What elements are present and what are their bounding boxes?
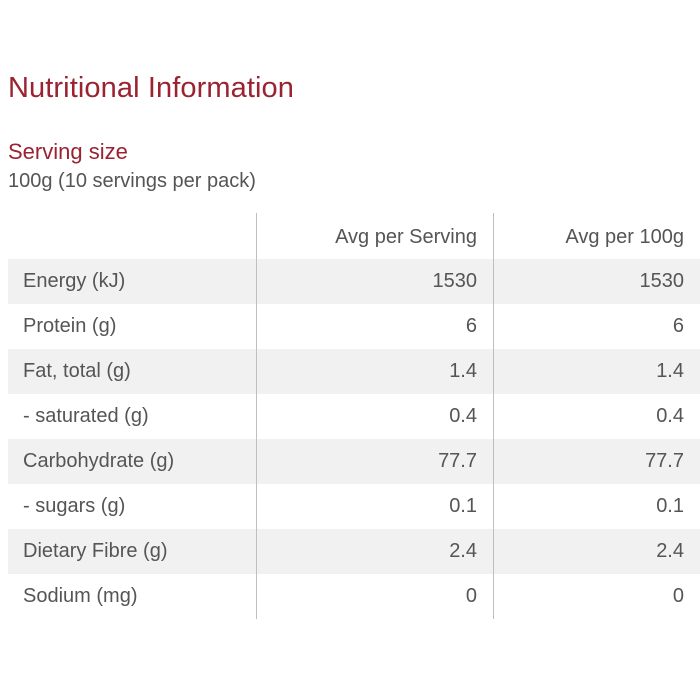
table-row: Sodium (mg) 0 0 [8, 574, 700, 619]
header-avg-per-100g: Avg per 100g [493, 213, 700, 259]
header-nutrient [8, 213, 256, 259]
avg-per-100g-value: 77.7 [493, 439, 700, 484]
avg-per-100g-value: 6 [493, 304, 700, 349]
avg-per-100g-value: 0.4 [493, 394, 700, 439]
serving-size-value: 100g (10 servings per pack) [8, 170, 256, 192]
avg-per-100g-value: 1530 [493, 259, 700, 304]
nutrient-name: Sodium (mg) [23, 585, 138, 607]
header-avg-per-serving: Avg per Serving [256, 213, 493, 259]
table-header-row: Avg per Serving Avg per 100g [8, 213, 700, 259]
nutrient-name: Dietary Fibre (g) [23, 540, 168, 562]
table-row: Dietary Fibre (g) 2.4 2.4 [8, 529, 700, 574]
table-row: Energy (kJ) 1530 1530 [8, 259, 700, 304]
avg-per-100g-value: 1.4 [493, 349, 700, 394]
nutrient-name: - sugars (g) [23, 495, 126, 517]
table-row: - sugars (g) 0.1 0.1 [8, 484, 700, 529]
avg-per-serving-value: 2.4 [256, 529, 493, 574]
avg-per-serving-value: 0.1 [256, 484, 493, 529]
table-row: Protein (g) 6 6 [8, 304, 700, 349]
avg-per-100g-value: 0.1 [493, 484, 700, 529]
nutrient-name: - saturated (g) [23, 405, 149, 427]
nutrient-name: Energy (kJ) [23, 270, 126, 292]
avg-per-serving-value: 1530 [256, 259, 493, 304]
nutrient-name: Protein (g) [23, 315, 117, 337]
avg-per-serving-value: 77.7 [256, 439, 493, 484]
nutrient-name: Fat, total (g) [23, 360, 131, 382]
avg-per-serving-value: 0.4 [256, 394, 493, 439]
avg-per-serving-value: 6 [256, 304, 493, 349]
table-row: - saturated (g) 0.4 0.4 [8, 394, 700, 439]
page-title: Nutritional Information [8, 72, 294, 104]
table-row: Fat, total (g) 1.4 1.4 [8, 349, 700, 394]
table-row: Carbohydrate (g) 77.7 77.7 [8, 439, 700, 484]
nutrition-table: Avg per Serving Avg per 100g Energy (kJ)… [8, 213, 700, 619]
serving-size-label: Serving size [8, 139, 128, 164]
avg-per-serving-value: 0 [256, 574, 493, 619]
nutrient-name: Carbohydrate (g) [23, 450, 175, 472]
avg-per-serving-value: 1.4 [256, 349, 493, 394]
avg-per-100g-value: 2.4 [493, 529, 700, 574]
avg-per-100g-value: 0 [493, 574, 700, 619]
